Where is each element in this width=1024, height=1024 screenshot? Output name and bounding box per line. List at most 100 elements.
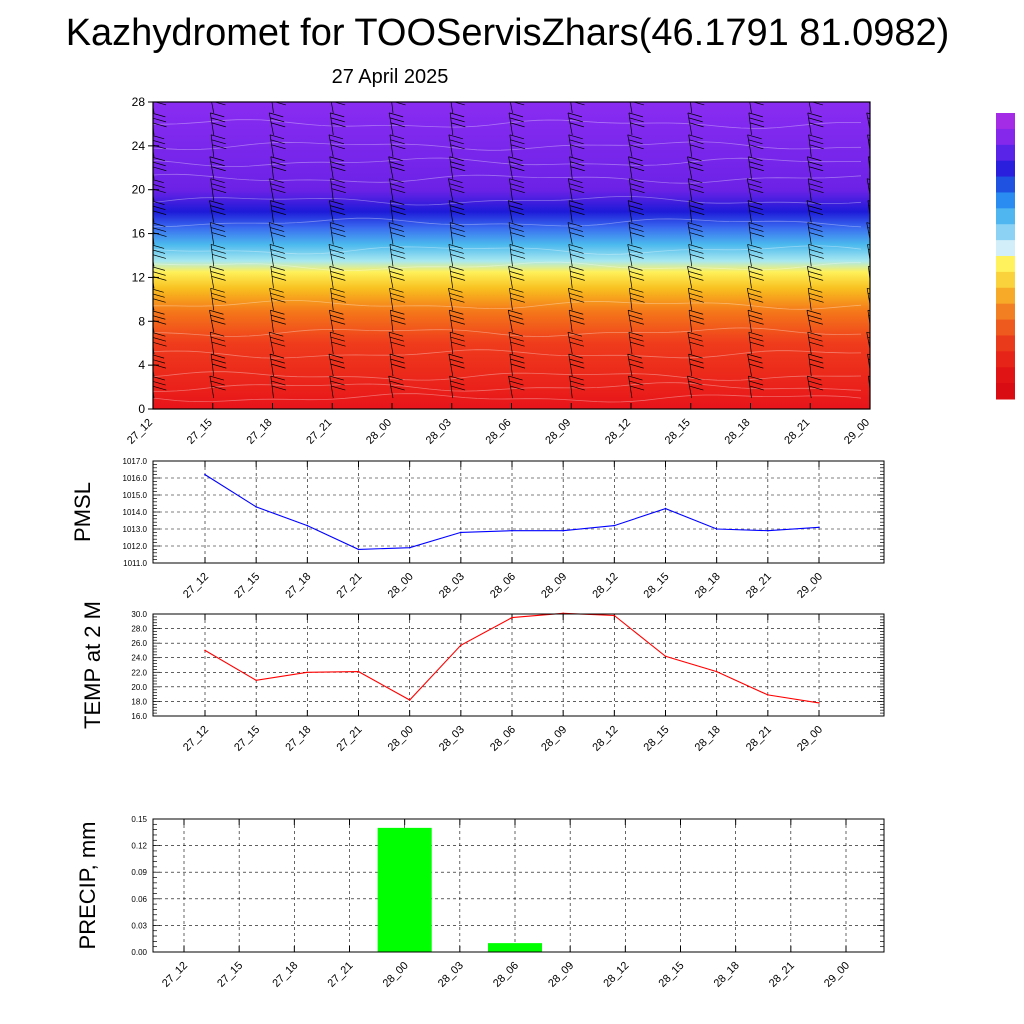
wind-barb-flag	[749, 161, 764, 167]
wind-barb-flag	[806, 200, 822, 205]
x-tick-label: 27_12	[160, 960, 190, 990]
legend-swatch	[996, 144, 1015, 162]
wind-barb-flag	[749, 363, 764, 369]
wind-barb-flag	[628, 91, 642, 95]
wind-barb	[270, 266, 274, 289]
legend-swatch	[996, 128, 1015, 146]
wind-barb-flag	[868, 205, 870, 207]
wind-barb-flag	[692, 102, 705, 106]
wind-barb-flag	[390, 358, 405, 364]
wind-barb-flag	[809, 232, 824, 237]
y-tick-label: 0.15	[131, 815, 147, 824]
wind-barb-flag	[330, 96, 344, 100]
data-point	[255, 506, 257, 508]
wind-barb-flag	[153, 337, 167, 342]
wind-barb-flag	[689, 188, 704, 194]
wind-barb-flag	[510, 276, 525, 281]
wind-barb	[328, 354, 334, 377]
wind-barb	[747, 244, 752, 267]
wind-barb-flag	[153, 227, 167, 232]
panel-frame	[152, 818, 885, 953]
y-tick-label: 1013.0	[123, 525, 148, 534]
wind-barb-flag	[628, 358, 643, 364]
wind-barb-flag	[153, 135, 165, 140]
chart-date: 27 April 2025	[331, 66, 449, 88]
wind-barb-flag	[688, 353, 703, 359]
wind-barb-flag	[690, 96, 704, 100]
data-point	[562, 529, 564, 532]
wind-barb-flag	[688, 244, 703, 249]
wind-barb-flag	[751, 102, 764, 106]
y-tick-label: 16	[132, 227, 146, 241]
wind-barb-flag	[269, 134, 285, 140]
wind-barb-flag	[811, 102, 824, 106]
x-tick-label: 27_12	[181, 724, 211, 754]
wind-barb-flag	[449, 358, 464, 364]
wind-barb-flag	[449, 375, 464, 381]
wind-barb	[508, 222, 513, 245]
wind-barb-flag	[330, 380, 345, 386]
wind-barb-flag	[510, 358, 525, 364]
wind-barb	[808, 244, 812, 267]
wind-barb-flag	[687, 331, 702, 337]
wind-barb-flag	[510, 341, 525, 347]
wind-barb	[808, 102, 812, 114]
wind-barb-flag	[569, 375, 584, 381]
wind-barb-flag	[869, 385, 870, 387]
wind-barb-flag	[153, 310, 165, 315]
wind-barb-flag	[510, 166, 525, 172]
wind-barb-flag	[688, 287, 703, 293]
data-point	[306, 524, 309, 527]
wind-barb-flag	[508, 200, 523, 205]
wind-barb-flag	[748, 266, 763, 271]
wind-barb-flag	[153, 122, 167, 128]
data-point	[613, 614, 616, 617]
wind-barb-flag	[808, 227, 823, 232]
wind-barb-flag	[390, 314, 406, 320]
wind-barb-flag	[749, 271, 764, 276]
wind-barb	[807, 375, 812, 399]
y-tick-label: 1017.0	[123, 457, 148, 466]
wind-barb-flag	[449, 183, 464, 189]
wind-barb-flag	[570, 166, 585, 172]
wind-barb-flag	[748, 91, 762, 95]
wind-barb-flag	[211, 353, 226, 359]
legend-swatch	[996, 319, 1015, 336]
wind-barb-flag	[629, 363, 644, 369]
wind-barb-flag	[390, 341, 405, 347]
wind-barb-flag	[510, 254, 526, 259]
wind-barb-flag	[748, 314, 763, 320]
wind-barb-flag	[390, 249, 405, 254]
data-point	[664, 507, 667, 510]
x-tick-label: 28_21	[744, 724, 774, 754]
wind-barb-flag	[389, 117, 405, 123]
wind-barb-flag	[331, 341, 346, 347]
wind-barb-flag	[510, 183, 525, 189]
wind-barb-flag	[209, 156, 224, 162]
wind-barb-flag	[510, 188, 525, 194]
wind-barb	[627, 310, 633, 333]
wind-barb-flag	[629, 319, 644, 325]
x-tick-label: 28_15	[657, 960, 687, 990]
wind-barb-flag	[567, 331, 583, 337]
wind-barb	[270, 200, 274, 223]
wind-barb-flag	[869, 96, 883, 100]
wind-barb	[448, 310, 454, 333]
wind-barb	[746, 288, 752, 311]
wind-barb-flag	[689, 314, 704, 320]
wind-barb	[627, 200, 633, 223]
wind-barb-flag	[569, 200, 584, 205]
wind-barb-flag	[389, 331, 404, 337]
wind-barb-flag	[509, 271, 524, 276]
wind-barb-flag	[569, 358, 584, 364]
precip-panel: 0.00 0.03 0.06 0.09 0.12 0.15 27_12 27_15 27_18 2…	[75, 815, 885, 990]
wind-barb	[628, 332, 633, 355]
wind-barb-flag	[271, 144, 286, 150]
wind-barb	[747, 310, 752, 333]
wind-barb	[628, 112, 633, 135]
wind-barb-flag	[390, 385, 405, 391]
wind-barb-flag	[153, 315, 166, 320]
wind-barb-flag	[269, 112, 284, 118]
wind-barb-flag	[749, 341, 765, 347]
